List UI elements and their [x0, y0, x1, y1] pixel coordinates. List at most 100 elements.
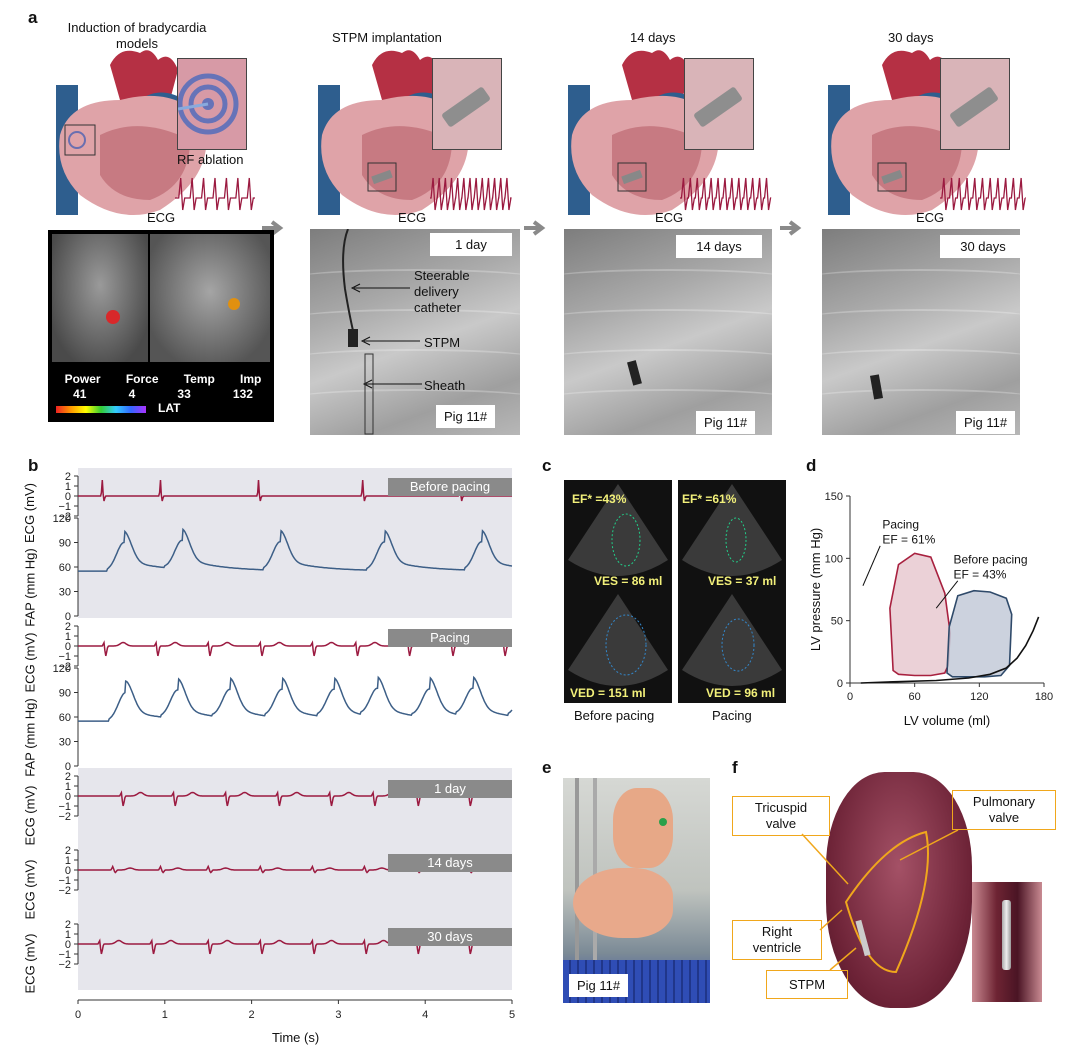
panel-label-f: f: [732, 758, 738, 777]
y-tick-label: −2: [58, 885, 71, 897]
pv-loop-chart: 0 60 120 180 0 50 100 150 LV volume (ml) LV pres…: [808, 491, 1053, 728]
y-tick-label: −1: [58, 949, 71, 961]
map-value-imp: 132: [232, 387, 253, 401]
pv-y-tick-label: 100: [825, 553, 843, 565]
y-tick-label: 2: [65, 621, 71, 633]
ylabel-fap-2: FAP (mm Hg): [22, 698, 38, 777]
pv-x-tick-label: 120: [970, 691, 988, 703]
tag-1-day: 1 day: [388, 780, 512, 798]
pv-series-label-2: Before pacing: [953, 552, 1027, 566]
tag-14-days: 14 days: [388, 854, 512, 872]
x-tick-label: 2: [249, 1009, 255, 1021]
pv-y-tick-label: 150: [825, 491, 843, 503]
pig-body: [573, 868, 673, 938]
y-tick-label: 0: [65, 939, 71, 951]
xray-tag-1-day: 1 day: [430, 233, 512, 256]
y-tick-label: 90: [59, 538, 71, 550]
panel-label-c: c: [542, 456, 552, 475]
pv-series-1: [889, 552, 952, 677]
fap-trace-2: [78, 527, 513, 572]
tag-30-days: 30 days: [388, 928, 512, 946]
y-tick-label: 30: [59, 737, 71, 749]
stpm-inset-2: [684, 58, 754, 150]
panel-a-ecg-traces: [175, 177, 1026, 211]
explanted-heart: [826, 772, 972, 1008]
panel-label-b: b: [28, 456, 39, 475]
annotation-stpm: STPM: [424, 335, 461, 350]
mini-ecg-trace-4: [940, 177, 1026, 211]
rf-ablation-label: RF ablation: [177, 152, 244, 167]
y-tick-label: −1: [58, 875, 71, 887]
y-tick-label: 1: [65, 781, 71, 793]
pv-x-label: LV volume (ml): [904, 713, 990, 728]
xray-14-days: 14 days Pig 11#: [564, 229, 772, 435]
lat-colorbar: [56, 406, 146, 413]
x-tick-label: 0: [75, 1009, 81, 1021]
map-label-imp: Imp: [240, 372, 262, 386]
x-tick-label: 5: [509, 1009, 515, 1021]
y-tick-label: 0: [65, 865, 71, 877]
mini-ecg-trace-3: [680, 177, 772, 211]
stpm-device: [1002, 900, 1011, 970]
ecg-trace-1: [78, 480, 512, 502]
y-tick-label: −2: [58, 959, 71, 971]
y-tick-label: −1: [58, 501, 71, 513]
y-tick-label: 0: [65, 791, 71, 803]
xray-30-days: 30 days Pig 11#: [822, 229, 1020, 435]
heart-illustration-1: [56, 50, 207, 215]
mini-ecg-trace-2: [430, 177, 512, 211]
echo-pacing-ves: VES = 37 ml: [708, 574, 777, 588]
echo-before-ves: VES = 86 ml: [594, 574, 663, 588]
y-tick-label: −2: [58, 811, 71, 823]
stage-title-14-days: 14 days: [630, 30, 676, 45]
pv-series-3: [860, 616, 1040, 684]
y-tick-label: −2: [58, 511, 71, 523]
map-value-temp: 33: [177, 387, 191, 401]
ylabel-ecg-4: ECG (mV): [22, 859, 38, 920]
annotation-sheath: Sheath: [424, 378, 466, 393]
y-tick-label: 2: [65, 845, 71, 857]
fap-trace-4: [78, 675, 513, 722]
echo-before-ved: VED = 151 ml: [570, 686, 646, 700]
pv-y-tick-label: 50: [831, 616, 843, 628]
xray-pig-tag-3: Pig 11#: [956, 411, 1016, 434]
rf-ablation-inset: [177, 58, 247, 150]
stage-title-induction: Induction of bradycardia models: [67, 20, 207, 51]
stage-title-30-days: 30 days: [888, 30, 934, 45]
annotation-arrows: [350, 283, 422, 389]
y-tick-label: 0: [65, 641, 71, 653]
callout-tricuspid-valve: Tricuspid valve: [732, 796, 830, 836]
stage-title-implantation: STPM implantation: [332, 30, 442, 45]
panel-label-d: d: [806, 456, 817, 475]
y-tick-label: −1: [58, 801, 71, 813]
pv-series-2: [946, 589, 1013, 678]
heart-illustration-3: [568, 50, 719, 215]
electroanatomic-map: Power Force Temp Imp 41 4 33 132 LAT: [48, 230, 274, 422]
callout-pulmonary-valve: Pulmonary valve: [952, 790, 1056, 830]
map-value-power: 41: [73, 387, 87, 401]
xray-1-day: 1 day Pig 11#: [310, 229, 520, 435]
y-tick-label: 60: [59, 562, 71, 574]
map-value-force: 4: [128, 387, 136, 401]
map-label-temp: Temp: [183, 372, 215, 386]
stpm-inset-3: [940, 58, 1010, 150]
y-tick-label: 1: [65, 855, 71, 867]
pv-y-label: LV pressure (mm Hg): [808, 528, 823, 651]
echo-caption-pacing: Pacing: [712, 708, 752, 723]
heart-illustration-2: [318, 50, 469, 215]
y-tick-label: 120: [53, 663, 71, 675]
echo-before-ef: EF* =43%: [572, 492, 627, 506]
pig-photo-tag: Pig 11#: [569, 974, 629, 997]
xray-tag-14-days: 14 days: [676, 235, 762, 258]
pv-y-tick-label: 0: [837, 678, 843, 690]
pv-x-tick-label: 60: [909, 691, 921, 703]
mini-ecg-trace-1: [175, 177, 255, 211]
y-tick-label: 90: [59, 688, 71, 700]
pv-series-label-1: Pacing: [882, 517, 919, 531]
y-tick-label: 2: [65, 771, 71, 783]
pv-pointer-before: [935, 580, 959, 609]
stpm-inset-1: [432, 58, 502, 150]
echo-pacing-ved: VED = 96 ml: [706, 686, 776, 700]
y-tick-label: 120: [53, 513, 71, 525]
y-tick-label: 0: [65, 611, 71, 623]
